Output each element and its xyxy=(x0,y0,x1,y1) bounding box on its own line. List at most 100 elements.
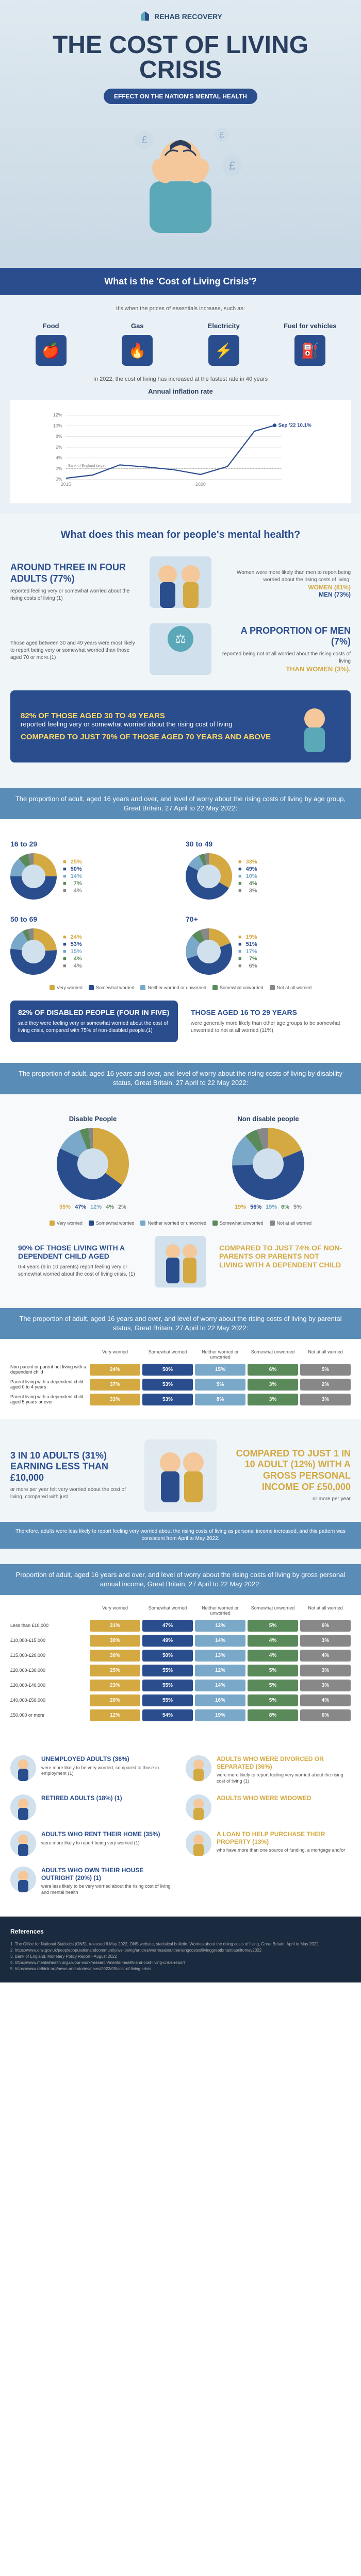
table-row: £50,000 or more12%54%19%8%6% xyxy=(10,1709,351,1721)
bar-cell: 6% xyxy=(300,1620,351,1632)
icon-label: Food xyxy=(10,322,92,330)
status-icon xyxy=(10,1794,36,1820)
table-row: £15,000-£20,00030%50%13%4%4% xyxy=(10,1650,351,1662)
stat-three-in-four: AROUND THREE IN FOUR ADULTS (77%) report… xyxy=(10,556,351,608)
status-sub: were more likely to be very worried, com… xyxy=(41,1765,175,1777)
bar-cell: 25% xyxy=(90,1665,140,1676)
income-table: Very worriedSomewhat worriedNeither worr… xyxy=(10,1605,351,1721)
income1-text: or more per year felt very worried about… xyxy=(10,1486,134,1501)
logo-text: REHAB RECOVERY xyxy=(154,12,222,21)
bar-cell: 6% xyxy=(300,1709,351,1721)
bar-cell: 3% xyxy=(248,1379,298,1391)
disability-banner: The proportion of adult, aged 16 years a… xyxy=(0,1063,361,1094)
ref-title: References xyxy=(10,1927,351,1936)
big-donut xyxy=(57,1128,129,1200)
status-icon xyxy=(186,1831,211,1856)
table-row: £10,000-£15,00030%49%14%4%3% xyxy=(10,1635,351,1647)
donut-chart xyxy=(186,853,232,900)
callout1-text: said they were feeling very or somewhat … xyxy=(18,1020,170,1035)
bar-cell: 13% xyxy=(195,1650,245,1662)
table-row: Non parent or parent not living with a d… xyxy=(10,1364,351,1376)
svg-text:8%: 8% xyxy=(56,434,62,439)
age-group: 30 to 49 ■33%■49%■10%■4%■3% xyxy=(186,840,351,900)
status-sub: who have more than one source of funding… xyxy=(217,1848,351,1854)
income1-title: 3 IN 10 ADULTS (31%) EARNING LESS THAN £… xyxy=(10,1450,134,1484)
disability-donut-col: Non disable people 19%56%15%6%5% xyxy=(186,1115,351,1210)
age-groups-banner: The proportion of adult, aged 16 years a… xyxy=(0,788,361,819)
table-row: Parent living with a dependent child age… xyxy=(10,1394,351,1405)
big-donut-labels: 35%47%12%4%2% xyxy=(10,1204,175,1210)
income-banner: Proportion of adult, aged 16 years and o… xyxy=(0,1564,361,1595)
status-title: RETIRED ADULTS (18%) (1) xyxy=(41,1794,175,1802)
icon-box: 🍎 xyxy=(36,335,67,366)
dis-co1-title: 90% OF THOSE LIVING WITH A DEPENDENT CHI… xyxy=(18,1244,142,1261)
bar-cell: 3% xyxy=(300,1680,351,1691)
income2-title: COMPARED TO JUST 1 IN 10 ADULT (12%) WIT… xyxy=(227,1448,351,1493)
gender-intro: Women were more likely than men to repor… xyxy=(222,569,351,584)
mental-health-section: What does this mean for people's mental … xyxy=(0,514,361,788)
bar-cell: 12% xyxy=(90,1709,140,1721)
table-row: Parent living with a dependent child age… xyxy=(10,1379,351,1391)
bar-cell: 3% xyxy=(248,1394,298,1405)
bar-cell: 14% xyxy=(195,1680,245,1691)
bar-cell: 49% xyxy=(142,1635,193,1647)
age-group-grid: 16 to 29 ■25%■50%■14%■7%■4% 30 to 49 ■33… xyxy=(10,840,351,975)
status-item: UNEMPLOYED ADULTS (36%)were more likely … xyxy=(10,1755,175,1784)
bar-cell: 12% xyxy=(195,1620,245,1632)
header-cell: Somewhat unworried xyxy=(248,1605,298,1616)
mh-title: What does this mean for people's mental … xyxy=(10,529,351,541)
bar-cell: 47% xyxy=(142,1620,193,1632)
status-section: UNEMPLOYED ADULTS (36%)were more likely … xyxy=(0,1735,361,1916)
what-is-banner: What is the 'Cost of Living Crisis'? xyxy=(0,268,361,295)
bar-cell: 4% xyxy=(300,1650,351,1662)
bar-cell: 4% xyxy=(248,1635,298,1647)
what-is-sub: It's when the prices of essentials incre… xyxy=(10,306,351,312)
bar-cell: 30% xyxy=(90,1650,140,1662)
icon-box: ⛽ xyxy=(294,335,325,366)
header-cell: Somewhat unworried xyxy=(248,1349,298,1360)
row-label: Parent living with a dependent child age… xyxy=(10,1394,88,1405)
bar-cell: 3% xyxy=(300,1635,351,1647)
svg-text:⚖: ⚖ xyxy=(175,632,186,646)
men-prop-small: reported being not at all worried about … xyxy=(222,651,351,665)
income-section: 3 IN 10 ADULTS (31%) EARNING LESS THAN £… xyxy=(0,1419,361,1564)
status-sub: were less likely to be very worried abou… xyxy=(41,1884,175,1895)
bar-cell: 14% xyxy=(195,1635,245,1647)
bar-cell: 31% xyxy=(90,1620,140,1632)
references: References 1. The Office for National St… xyxy=(0,1917,361,1982)
age-group: 50 to 69 ■24%■53%■15%■4%■4% xyxy=(10,915,175,975)
income-stat-row: 3 IN 10 ADULTS (31%) EARNING LESS THAN £… xyxy=(10,1439,351,1512)
legend-item: Neither worried or unworried xyxy=(140,985,206,990)
parental-banner: The proportion of adult, aged 16 years a… xyxy=(0,1308,361,1339)
icon-box: ⚡ xyxy=(208,335,239,366)
bar-cell: 23% xyxy=(90,1680,140,1691)
age-group: 16 to 29 ■25%■50%■14%■7%■4% xyxy=(10,840,175,900)
bar-cell: 53% xyxy=(142,1394,193,1405)
bar-cell: 5% xyxy=(248,1694,298,1706)
dis-co2-title: COMPARED TO JUST 74% OF NON-PARENTS OR P… xyxy=(219,1244,343,1269)
legend-item: Somewhat worried xyxy=(89,985,135,990)
illustration-scale: ⚖ xyxy=(150,623,211,675)
legend-item: Neither worried or unworried xyxy=(140,1221,206,1226)
big-donut-labels: 19%56%15%6%5% xyxy=(186,1204,351,1210)
subtitle-pill: EFFECT ON THE NATION'S MENTAL HEALTH xyxy=(104,89,257,104)
table-row: Less than £10,00031%47%12%5%6% xyxy=(10,1620,351,1632)
bar-cell: 50% xyxy=(142,1650,193,1662)
bar-cell: 16% xyxy=(195,1694,245,1706)
status-grid: UNEMPLOYED ADULTS (36%)were more likely … xyxy=(10,1755,351,1895)
bar-cell: 12% xyxy=(195,1665,245,1676)
row-label: Non parent or parent not living with a d… xyxy=(10,1364,88,1376)
income-illustration xyxy=(144,1439,217,1512)
men-label: MEN (73%) xyxy=(222,591,351,598)
women-compare: THAN WOMEN (3%). xyxy=(222,665,351,673)
essentials-icon-item: Fuel for vehicles⛽ xyxy=(270,322,351,366)
header-cell: Not at all worried xyxy=(300,1349,351,1360)
ref-text: 1. The Office for National Statistics (O… xyxy=(10,1941,351,1972)
bar-cell: 3% xyxy=(300,1394,351,1405)
svg-text:12%: 12% xyxy=(53,413,62,418)
legend-item: Very worried xyxy=(50,985,83,990)
income2-text: or more per year xyxy=(227,1496,351,1503)
age-box-t1: reported feeling very or somewhat worrie… xyxy=(21,720,281,729)
legend-item: Somewhat worried xyxy=(89,1221,135,1226)
row-label: £50,000 or more xyxy=(10,1713,88,1718)
